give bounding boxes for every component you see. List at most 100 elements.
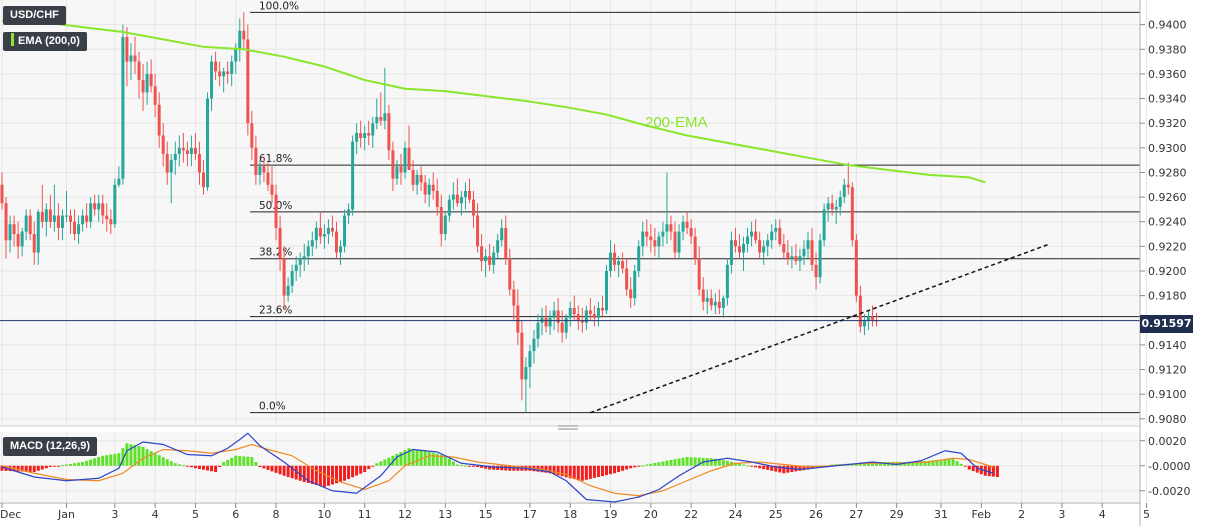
macd-histogram-bar xyxy=(600,465,604,477)
candle xyxy=(621,252,625,274)
candle-body xyxy=(64,215,68,217)
candle-body xyxy=(552,310,556,318)
candle-body xyxy=(326,227,330,235)
macd-histogram-bar xyxy=(258,465,262,467)
macd-histogram-bar xyxy=(105,455,109,466)
candle-body xyxy=(330,227,334,232)
candle-body xyxy=(782,243,786,253)
macd-histogram-bar xyxy=(552,465,556,475)
macd-histogram-bar xyxy=(943,459,947,466)
candle-body xyxy=(274,194,278,228)
candle xyxy=(737,234,741,259)
candle-body xyxy=(133,55,137,62)
candle-body xyxy=(121,36,125,179)
candle-body xyxy=(363,133,367,138)
macd-histogram-bar xyxy=(786,465,790,473)
candle-body xyxy=(600,307,604,311)
legend-ema[interactable]: EMA (200,0) xyxy=(3,32,87,51)
candle-body xyxy=(512,289,516,306)
candle xyxy=(705,289,709,315)
candle xyxy=(451,182,455,210)
macd-histogram-bar xyxy=(113,453,117,466)
candle xyxy=(306,240,310,265)
candle-body xyxy=(657,236,661,247)
candle-body xyxy=(681,221,685,232)
candle-body xyxy=(282,258,286,296)
macd-histogram-bar xyxy=(238,456,242,466)
time-tick-label: 4 xyxy=(1099,508,1106,521)
candle-body xyxy=(177,147,181,154)
candle-body xyxy=(693,236,697,259)
macd-histogram-bar xyxy=(447,458,451,466)
candle-body xyxy=(250,123,254,148)
macd-histogram-bar xyxy=(657,462,661,466)
candle-body xyxy=(129,55,133,62)
macd-tick-label: 0.0020 xyxy=(1148,435,1187,448)
candle xyxy=(48,194,52,228)
macd-histogram-bar xyxy=(830,464,834,466)
candle-body xyxy=(709,298,713,306)
candle-body xyxy=(564,317,568,333)
candle xyxy=(862,314,866,336)
candle-body xyxy=(746,236,750,244)
macd-histogram-bar xyxy=(137,446,141,466)
macd-histogram-bar xyxy=(955,461,959,466)
candle-body xyxy=(371,123,375,136)
candle xyxy=(653,227,657,257)
macd-histogram-bar xyxy=(363,465,367,472)
candle xyxy=(161,123,165,167)
macd-histogram-bar xyxy=(609,465,613,475)
candle xyxy=(689,219,693,244)
macd-histogram-bar xyxy=(673,459,677,466)
macd-histogram-bar xyxy=(560,465,564,477)
candle-body xyxy=(826,203,830,210)
candle-body xyxy=(689,227,693,237)
candle-body xyxy=(290,271,294,286)
legend-macd[interactable]: MACD (12,26,9) xyxy=(3,437,98,456)
macd-histogram-bar xyxy=(403,450,407,466)
candle-body xyxy=(48,209,52,222)
candle xyxy=(343,209,347,253)
macd-histogram-bar xyxy=(907,461,911,466)
candle xyxy=(391,141,395,191)
candle-body xyxy=(117,178,121,185)
candle xyxy=(8,215,12,253)
candle-body xyxy=(653,240,657,247)
macd-histogram-bar xyxy=(56,465,60,467)
candle xyxy=(339,240,343,265)
macd-histogram-bar xyxy=(379,461,383,466)
candle-body xyxy=(234,49,238,62)
macd-histogram-bar xyxy=(230,457,234,466)
macd-histogram-bar xyxy=(858,463,862,466)
macd-histogram-bar xyxy=(193,465,197,469)
candle xyxy=(169,153,173,204)
candle-body xyxy=(439,206,443,235)
candle xyxy=(834,199,838,225)
candle xyxy=(16,221,20,259)
macd-histogram-bar xyxy=(145,449,149,466)
macd-histogram-bar xyxy=(0,465,4,471)
candle xyxy=(673,221,677,259)
macd-histogram-bar xyxy=(923,460,927,466)
candle-body xyxy=(870,316,874,321)
candle-body xyxy=(343,215,347,247)
candle-body xyxy=(69,215,73,222)
macd-histogram-bar xyxy=(125,443,129,466)
candle xyxy=(838,190,842,216)
macd-histogram-bar xyxy=(242,456,246,466)
candle-body xyxy=(399,166,403,173)
macd-histogram-bar xyxy=(157,455,161,466)
candle xyxy=(290,264,294,294)
legend-symbol[interactable]: USD/CHF xyxy=(3,6,66,25)
macd-histogram-bar xyxy=(931,460,935,466)
macd-histogram-bar xyxy=(895,462,899,466)
candle-body xyxy=(415,174,419,185)
candle-body xyxy=(786,252,790,259)
macd-histogram-bar xyxy=(629,465,633,469)
candle xyxy=(693,227,697,265)
candle-body xyxy=(238,30,242,50)
candle-body xyxy=(101,203,105,216)
candle-body xyxy=(645,231,649,237)
candle-body xyxy=(705,298,709,302)
